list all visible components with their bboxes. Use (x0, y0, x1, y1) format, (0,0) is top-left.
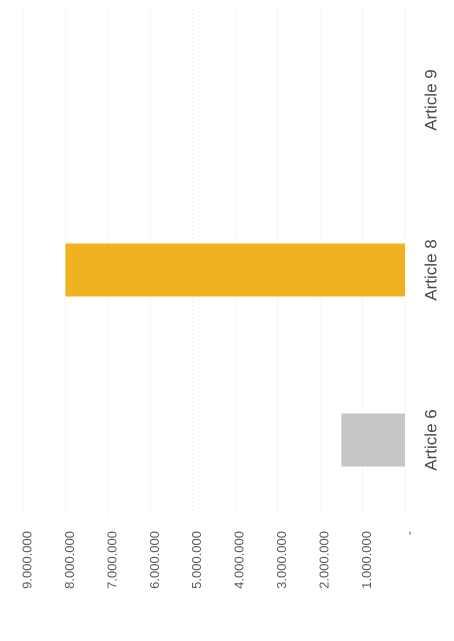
category-label: Article 6 (421, 409, 440, 470)
value-tick-label: 9.000.000 (19, 531, 34, 589)
category-label: Article 8 (421, 239, 440, 300)
category-label: Article 9 (421, 69, 440, 130)
value-tick-label: 8.000.000 (62, 531, 77, 589)
value-tick-label: 2.000.000 (317, 531, 332, 589)
value-tick-label: 3.000.000 (274, 531, 289, 589)
value-tick-label: 7.000.000 (104, 531, 119, 589)
bar-article-8 (65, 243, 405, 297)
value-tick-label: 5.000.000 (189, 531, 204, 589)
value-tick-labels: 9.000.000 8.000.000 7.000.000 6.000.000 5.00… (19, 531, 416, 589)
category-labels: Article 6 Article 8 Article 9 (421, 69, 440, 470)
value-tick-label: 1.000.000 (359, 531, 374, 589)
bars (65, 243, 405, 467)
value-tick-label: - (401, 531, 416, 535)
value-tick-label: 4.000.000 (232, 531, 247, 589)
value-tick-label: 6.000.000 (147, 531, 162, 589)
bar-article-6 (341, 413, 405, 467)
